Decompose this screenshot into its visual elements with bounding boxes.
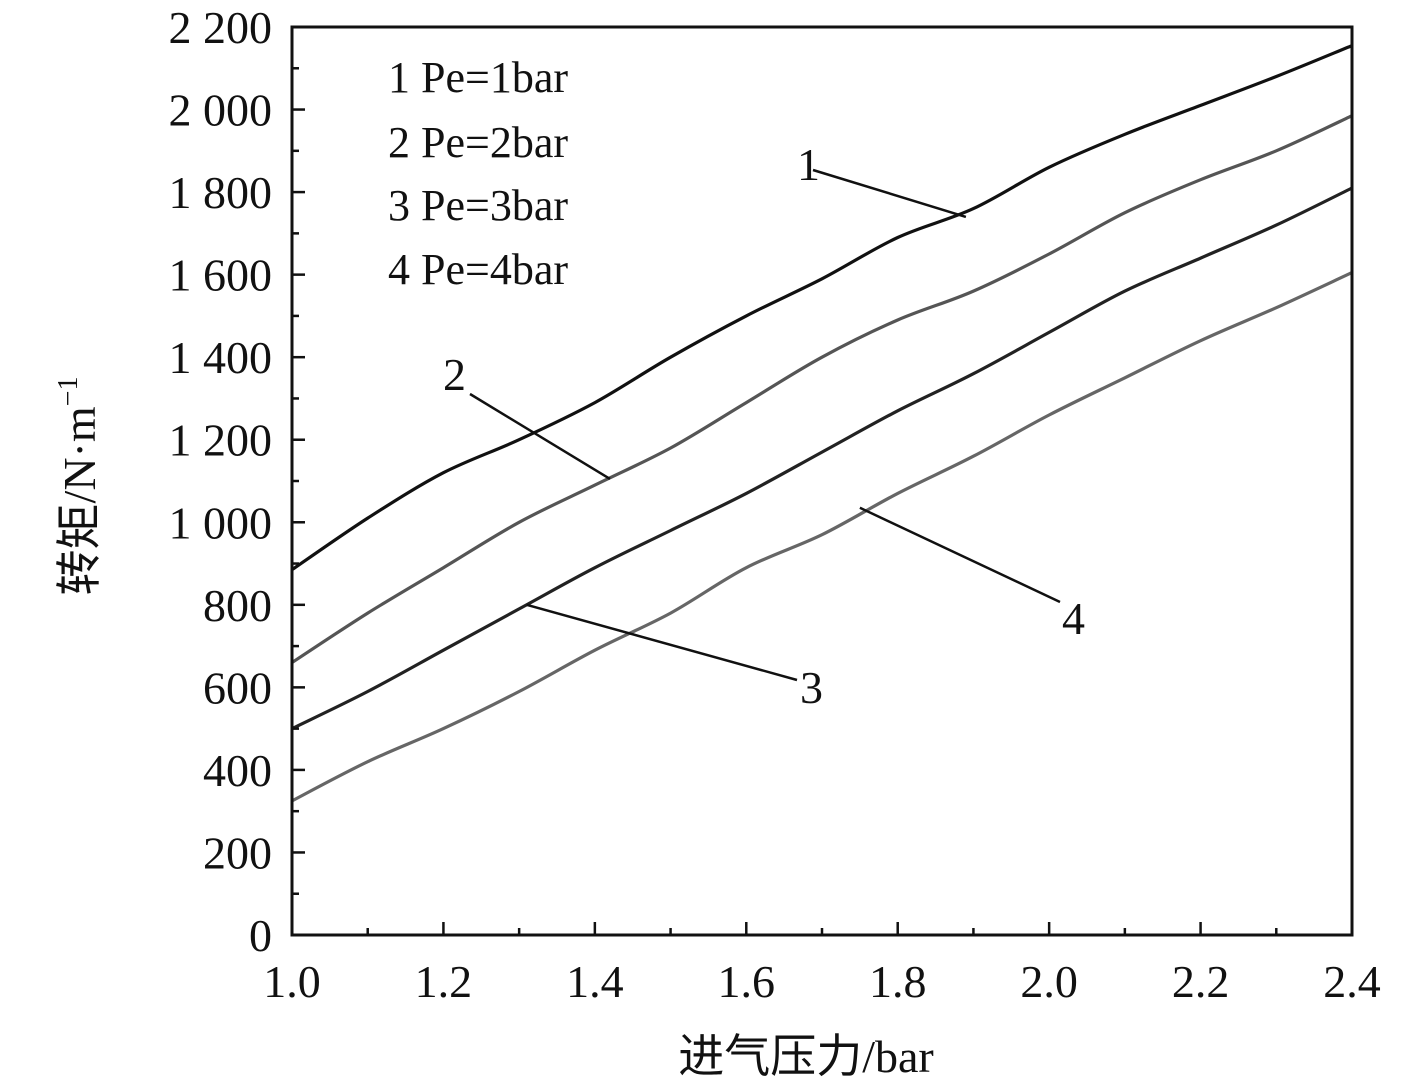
series-lines xyxy=(291,44,1353,803)
y-tick-label: 1 600 xyxy=(169,250,273,301)
x-tick-label: 2.2 xyxy=(1172,956,1230,1007)
callout-label-3: 3 xyxy=(800,662,823,713)
y-axis-title-exponent: −1 xyxy=(53,377,84,407)
x-tick-label: 2.0 xyxy=(1020,956,1078,1007)
y-tick-label: 0 xyxy=(249,910,272,961)
legend-entry-1: 1 Pe=1bar xyxy=(388,53,568,102)
y-tick-label: 1 400 xyxy=(169,332,273,383)
y-tick-label: 400 xyxy=(203,745,272,796)
callout-labels: 1 2 3 4 xyxy=(443,139,1085,713)
callout-label-1: 1 xyxy=(797,139,820,190)
legend-entry-4: 4 Pe=4bar xyxy=(388,245,568,294)
legend-entry-2: 2 Pe=2bar xyxy=(388,118,568,167)
x-tick-label: 2.4 xyxy=(1323,956,1381,1007)
callout-line-4 xyxy=(859,506,1061,604)
y-tick-label: 1 800 xyxy=(169,167,273,218)
callout-label-4: 4 xyxy=(1062,593,1085,644)
y-tick-label: 600 xyxy=(203,662,272,713)
x-tick-label: 1.6 xyxy=(718,956,776,1007)
y-tick-label: 1 200 xyxy=(169,415,273,466)
x-tick-label: 1.0 xyxy=(263,956,321,1007)
y-axis-ticks: 0 200 400 600 800 1 000 1 200 1 400 1 600 1 800 2 … xyxy=(169,2,305,961)
series-line-2 xyxy=(291,114,1353,664)
series-line-4 xyxy=(291,271,1353,803)
y-axis-title: 转矩/N·m−1 xyxy=(53,377,105,596)
legend-entry-3: 3 Pe=3bar xyxy=(388,181,568,230)
legend: 1 Pe=1bar 2 Pe=2bar 3 Pe=3bar 4 Pe=4bar xyxy=(388,53,568,294)
x-tick-label: 1.2 xyxy=(415,956,473,1007)
callout-line-1 xyxy=(812,168,967,219)
series-line-1 xyxy=(291,44,1353,572)
x-axis-ticks: 1.0 1.2 1.4 1.6 1.8 2.0 2.2 2.4 xyxy=(263,922,1381,1007)
y-tick-label: 200 xyxy=(203,827,272,878)
y-tick-label: 800 xyxy=(203,580,272,631)
y-tick-label: 2 000 xyxy=(169,85,273,136)
callout-line-2 xyxy=(469,392,611,480)
x-tick-label: 1.4 xyxy=(566,956,624,1007)
callout-line-3 xyxy=(526,603,798,682)
series-line-3 xyxy=(291,186,1353,731)
callout-label-2: 2 xyxy=(443,349,466,400)
x-axis-title: 进气压力/bar xyxy=(678,1031,934,1082)
y-tick-label: 1 000 xyxy=(169,497,273,548)
y-axis-title-main: 转矩/N·m xyxy=(54,406,105,595)
callout-leaders xyxy=(469,168,1061,682)
y-tick-label: 2 200 xyxy=(169,2,273,53)
x-tick-label: 1.8 xyxy=(869,956,927,1007)
